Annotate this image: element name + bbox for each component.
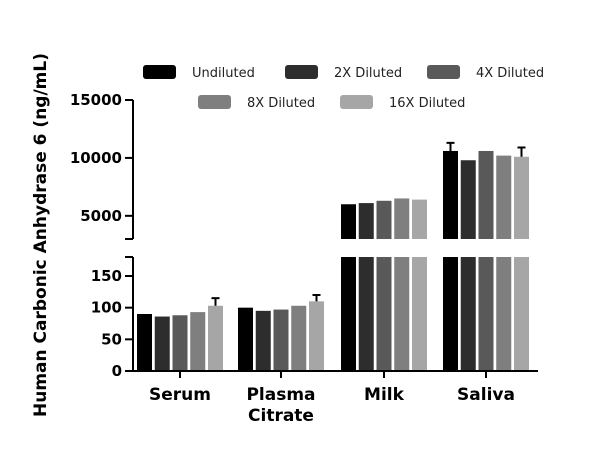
x-tick-label: Plasma [246, 385, 315, 405]
bar [137, 314, 152, 371]
bar-lower-segment [376, 257, 392, 371]
legend-swatch [285, 65, 318, 79]
legend-swatch [340, 95, 373, 109]
bar [154, 316, 170, 371]
bar [208, 305, 223, 371]
bar [460, 160, 476, 239]
bar [496, 155, 512, 239]
x-tick-label: Serum [149, 385, 211, 405]
legend-label: Undiluted [192, 66, 255, 81]
bar-lower-segment [412, 257, 427, 371]
lower-y-axis: 0 50 100 150 [91, 256, 134, 380]
x-tick-label: Saliva [457, 385, 515, 405]
bar [238, 307, 253, 371]
upper-y-axis: 5000 10000 15000 [70, 91, 134, 240]
y-tick-label: 0 [112, 362, 122, 380]
bar [376, 200, 392, 239]
y-tick-label: 100 [91, 299, 122, 317]
bar [514, 156, 529, 239]
bars [137, 141, 529, 371]
legend-swatch [198, 95, 231, 109]
bar [478, 150, 494, 239]
legend-swatch [143, 65, 176, 79]
bar [255, 310, 271, 371]
bar [291, 305, 307, 371]
y-tick-label: 150 [91, 267, 122, 285]
y-tick-label: 10000 [70, 149, 122, 167]
x-tick-label: Citrate [248, 406, 314, 426]
x-tick-label: Milk [364, 385, 405, 405]
bar-lower-segment [496, 257, 512, 371]
legend-label: 8X Diluted [247, 96, 315, 111]
bar-lower-segment [443, 257, 458, 371]
bar [412, 199, 427, 239]
bar [172, 315, 188, 371]
bar [358, 203, 374, 239]
bar-lower-segment [341, 257, 356, 371]
y-axis-label: Human Carbonic Anhydrase 6 (ng/mL) [31, 53, 51, 417]
bar [443, 150, 458, 239]
bar [273, 309, 289, 371]
y-tick-label: 15000 [70, 91, 122, 109]
bar-lower-segment [514, 257, 529, 371]
legend-label: 2X Diluted [334, 66, 402, 81]
y-tick-label: 5000 [80, 207, 122, 225]
legend-label: 16X Diluted [389, 96, 465, 111]
y-tick-label: 50 [101, 330, 122, 348]
bar [190, 312, 206, 371]
bar-lower-segment [394, 257, 410, 371]
bar [309, 301, 324, 371]
bar [341, 204, 356, 239]
legend-swatch [427, 65, 460, 79]
bar-lower-segment [478, 257, 494, 371]
legend: Undiluted 2X Diluted 4X Diluted 8X Diluted 1… [143, 65, 544, 111]
bar-lower-segment [358, 257, 374, 371]
legend-label: 4X Diluted [476, 66, 544, 81]
bar-lower-segment [460, 257, 476, 371]
bar [394, 198, 410, 239]
